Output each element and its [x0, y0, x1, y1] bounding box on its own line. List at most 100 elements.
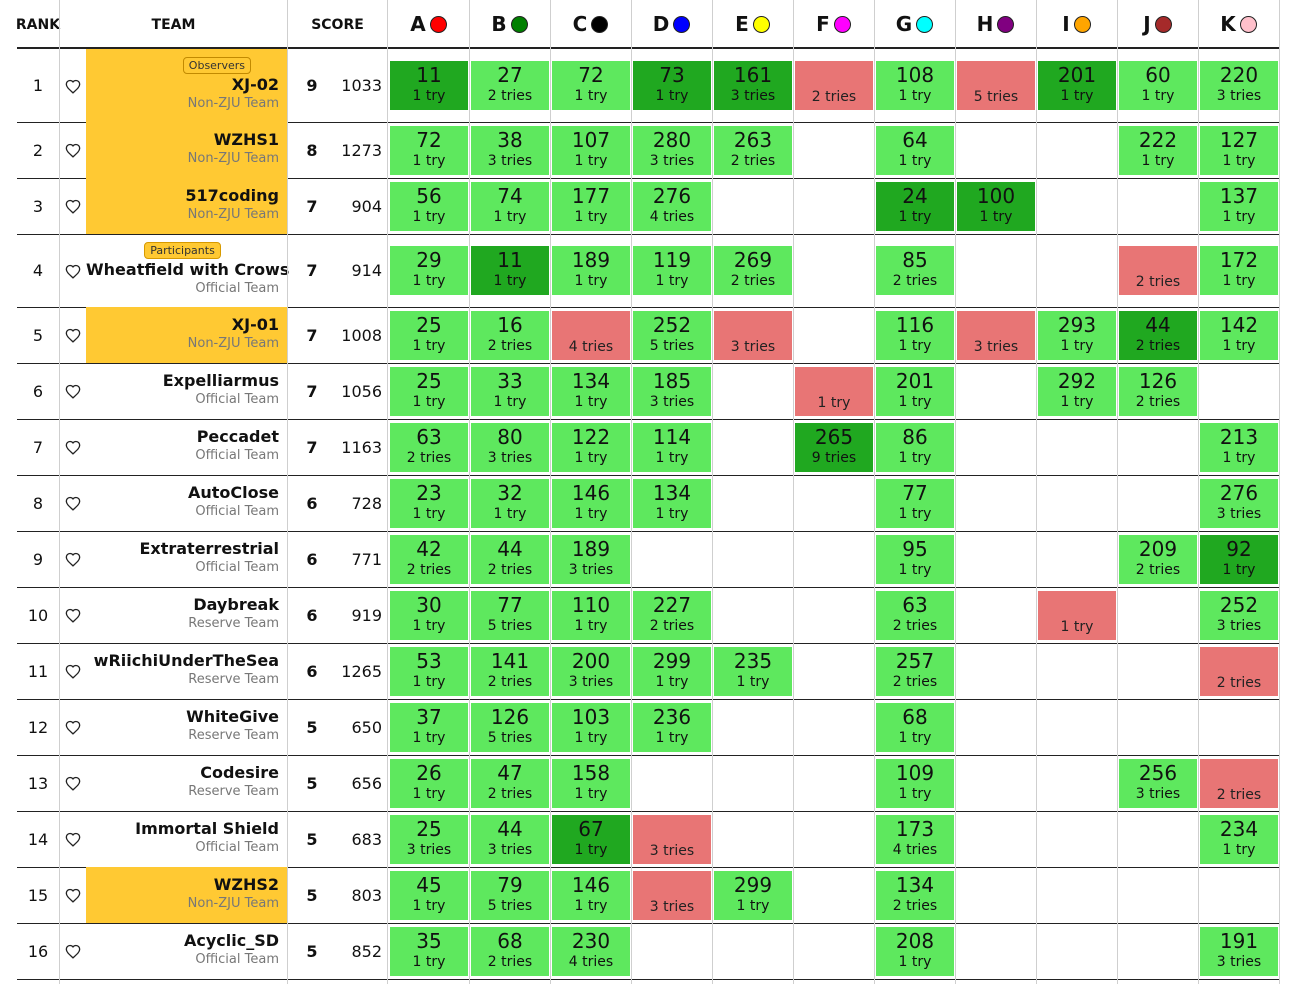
problem-cell-c[interactable]: 230 4 tries [552, 926, 630, 976]
problem-cell-g[interactable]: 86 1 try [876, 422, 954, 472]
problem-cell-d[interactable]: 227 2 tries [633, 590, 711, 640]
problem-cell-c[interactable]: 110 1 try [552, 590, 630, 640]
problem-cell-g[interactable]: 24 1 try [876, 181, 954, 231]
problem-cell-c[interactable]: 103 1 try [552, 702, 630, 752]
favorite-heart-icon[interactable] [60, 308, 86, 363]
favorite-heart-icon[interactable] [60, 364, 86, 419]
favorite-heart-icon[interactable] [60, 179, 86, 234]
problem-cell-c[interactable]: 189 1 try [552, 246, 630, 295]
problem-cell-b[interactable]: 77 5 tries [471, 590, 549, 640]
problem-cell-i[interactable]: 292 1 try [1038, 366, 1116, 416]
problem-cell-d[interactable]: 3 tries [633, 814, 711, 864]
team-row[interactable]: 6 Expelliarmus Official Team 7 1056 25 1 try 33… [0, 364, 1289, 420]
problem-cell-c[interactable]: 177 1 try [552, 181, 630, 231]
problem-cell-g[interactable]: 68 1 try [876, 702, 954, 752]
problem-cell-g[interactable]: 201 1 try [876, 366, 954, 416]
favorite-heart-icon[interactable] [60, 924, 86, 979]
problem-cell-g[interactable]: 116 1 try [876, 310, 954, 360]
problem-header-e[interactable]: E [712, 0, 793, 48]
problem-cell-d[interactable]: 299 1 try [633, 646, 711, 696]
problem-header-k[interactable]: K [1198, 0, 1279, 48]
team-row[interactable]: 9 Extraterrestrial Official Team 6 771 42 2 tr… [0, 531, 1289, 588]
problem-cell-c[interactable]: 134 1 try [552, 366, 630, 416]
problem-cell-k[interactable]: 172 1 try [1200, 246, 1278, 295]
problem-cell-b[interactable]: 44 3 tries [471, 814, 549, 864]
problem-cell-c[interactable]: 107 1 try [552, 125, 630, 175]
problem-cell-b[interactable]: 141 2 tries [471, 646, 549, 696]
problem-cell-h[interactable]: 3 tries [957, 310, 1035, 360]
team-cell[interactable]: Observers XJ-02 Non-ZJU Team [86, 49, 287, 122]
team-row[interactable]: 4 Participants Wheatfield with Crows Offici… [0, 235, 1289, 308]
problem-cell-b[interactable]: 27 2 tries [471, 61, 549, 110]
problem-cell-b[interactable]: 68 2 tries [471, 926, 549, 976]
problem-cell-c[interactable]: 200 3 tries [552, 646, 630, 696]
team-row[interactable]: 2 WZHS1 Non-ZJU Team 8 1273 72 1 try 38 3 tries 1… [0, 122, 1289, 179]
problem-cell-f[interactable]: 1 try [795, 366, 873, 416]
problem-cell-a[interactable]: 37 1 try [390, 702, 468, 752]
problem-cell-g[interactable]: 77 1 try [876, 478, 954, 528]
problem-cell-i[interactable]: 293 1 try [1038, 310, 1116, 360]
problem-cell-b[interactable]: 32 1 try [471, 478, 549, 528]
team-cell[interactable]: Daybreak Reserve Team [86, 587, 287, 643]
team-row[interactable]: 13 Codesire Reserve Team 5 656 26 1 try 47 2 tri… [0, 755, 1289, 812]
rank-header[interactable]: RANK [15, 17, 61, 33]
problem-cell-d[interactable]: 276 4 tries [633, 181, 711, 231]
problem-cell-d[interactable]: 280 3 tries [633, 125, 711, 175]
problem-cell-j[interactable]: 44 2 tries [1119, 310, 1197, 360]
problem-cell-e[interactable]: 235 1 try [714, 646, 792, 696]
problem-cell-c[interactable]: 146 1 try [552, 870, 630, 920]
problem-cell-f[interactable]: 2 tries [795, 61, 873, 110]
team-row[interactable]: 8 AutoClose Official Team 6 728 23 1 try 32 1 tr… [0, 476, 1289, 532]
problem-cell-e[interactable]: 299 1 try [714, 870, 792, 920]
team-row[interactable]: 16 Acyclic_SD Official Team 5 852 35 1 try 68 2 … [0, 924, 1289, 980]
problem-cell-a[interactable]: 63 2 tries [390, 422, 468, 472]
problem-cell-b[interactable]: 79 5 tries [471, 870, 549, 920]
problem-cell-a[interactable]: 30 1 try [390, 590, 468, 640]
problem-header-b[interactable]: B [469, 0, 550, 48]
team-row[interactable]: 15 WZHS2 Non-ZJU Team 5 803 45 1 try 79 5 tries 1… [0, 867, 1289, 924]
team-cell[interactable]: Codesire Reserve Team [86, 755, 287, 811]
favorite-heart-icon[interactable] [60, 532, 86, 587]
favorite-heart-icon[interactable] [60, 476, 86, 531]
problem-cell-a[interactable]: 45 1 try [390, 870, 468, 920]
problem-cell-a[interactable]: 56 1 try [390, 181, 468, 231]
problem-cell-k[interactable]: 92 1 try [1200, 534, 1278, 584]
problem-cell-k[interactable]: 127 1 try [1200, 125, 1278, 175]
problem-cell-c[interactable]: 189 3 tries [552, 534, 630, 584]
team-header[interactable]: TEAM [151, 17, 196, 33]
problem-cell-b[interactable]: 74 1 try [471, 181, 549, 231]
problem-header-h[interactable]: H [955, 0, 1036, 48]
problem-cell-d[interactable]: 3 tries [633, 870, 711, 920]
problem-cell-i[interactable]: 1 try [1038, 590, 1116, 640]
team-cell[interactable]: Extraterrestrial Official Team [86, 531, 287, 587]
problem-cell-b[interactable]: 16 2 tries [471, 310, 549, 360]
favorite-heart-icon[interactable] [60, 700, 86, 755]
problem-cell-j[interactable]: 222 1 try [1119, 125, 1197, 175]
problem-cell-h[interactable]: 100 1 try [957, 181, 1035, 231]
problem-header-f[interactable]: F [793, 0, 874, 48]
problem-cell-b[interactable]: 33 1 try [471, 366, 549, 416]
problem-header-a[interactable]: A [388, 0, 469, 48]
problem-cell-b[interactable]: 44 2 tries [471, 534, 549, 584]
problem-cell-c[interactable]: 67 1 try [552, 814, 630, 864]
problem-cell-k[interactable]: 234 1 try [1200, 814, 1278, 864]
problem-cell-c[interactable]: 122 1 try [552, 422, 630, 472]
problem-cell-e[interactable]: 161 3 tries [714, 61, 792, 110]
problem-cell-a[interactable]: 23 1 try [390, 478, 468, 528]
problem-cell-h[interactable]: 5 tries [957, 61, 1035, 110]
team-cell[interactable]: wRiichiUnderTheSea Reserve Team [86, 643, 287, 699]
team-row[interactable]: 1 Observers XJ-02 Non-ZJU Team 9 1033 11 1 try 2… [0, 49, 1289, 123]
problem-cell-j[interactable]: 2 tries [1119, 246, 1197, 295]
problem-cell-k[interactable]: 213 1 try [1200, 422, 1278, 472]
problem-cell-g[interactable]: 173 4 tries [876, 814, 954, 864]
problem-cell-g[interactable]: 257 2 tries [876, 646, 954, 696]
team-cell[interactable]: WZHS1 Non-ZJU Team [86, 122, 287, 178]
favorite-heart-icon[interactable] [60, 420, 86, 475]
problem-cell-a[interactable]: 53 1 try [390, 646, 468, 696]
problem-header-i[interactable]: I [1036, 0, 1117, 48]
problem-cell-i[interactable]: 201 1 try [1038, 61, 1116, 110]
problem-cell-j[interactable]: 126 2 tries [1119, 366, 1197, 416]
problem-cell-a[interactable]: 26 1 try [390, 758, 468, 808]
favorite-heart-icon[interactable] [60, 50, 86, 122]
problem-cell-k[interactable]: 220 3 tries [1200, 61, 1278, 110]
